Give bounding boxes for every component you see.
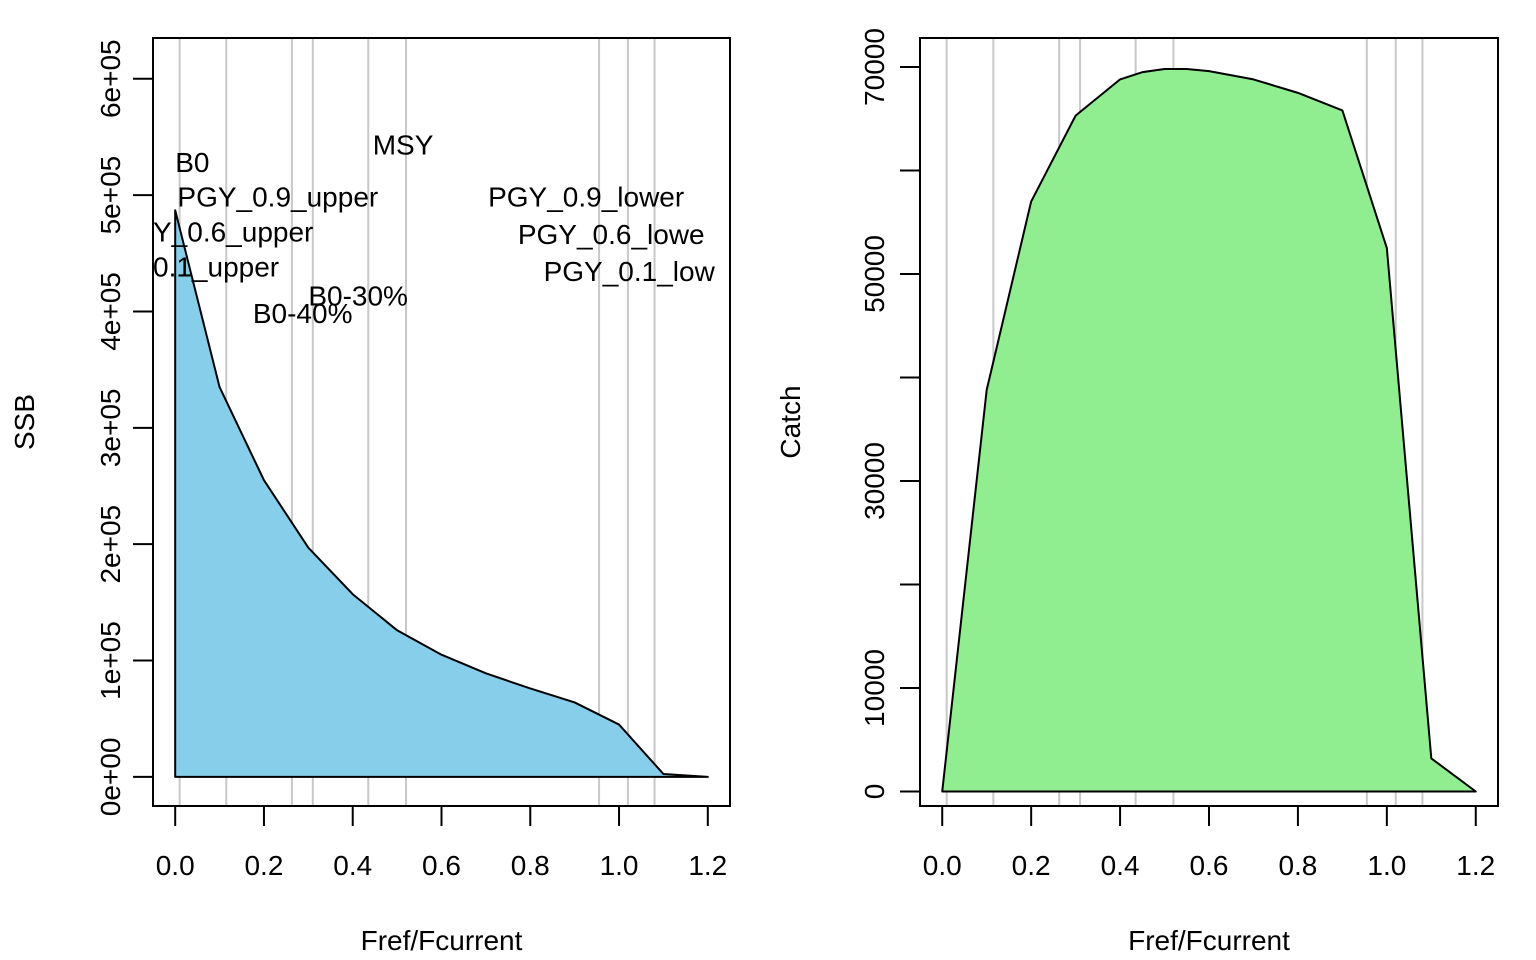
x-tick-label: 1.0 <box>1367 850 1406 881</box>
data-point <box>618 724 620 726</box>
data-point <box>1208 70 1210 72</box>
x-tick-label: 1.2 <box>688 850 727 881</box>
data-point <box>1030 201 1032 203</box>
data-point <box>1075 115 1077 117</box>
data-point <box>1341 109 1343 111</box>
ref-label: PGY_0.9_lower <box>488 182 684 213</box>
y-tick-label: 70000 <box>859 28 890 106</box>
y-tick-label: 50000 <box>859 235 890 313</box>
data-point <box>352 593 354 595</box>
data-point <box>1164 68 1166 70</box>
x-tick-label: 0.4 <box>1101 850 1140 881</box>
x-tick-label: 0.2 <box>1012 850 1051 881</box>
x-tick-label: 0.0 <box>923 850 962 881</box>
data-point <box>574 701 576 703</box>
x-axis-title: Fref/Fcurrent <box>361 925 523 956</box>
ref-label: B0-30% <box>308 281 408 312</box>
x-tick-label: 1.2 <box>1456 850 1495 881</box>
ref-label: MSY <box>373 129 434 160</box>
x-tick-label: 0.0 <box>156 850 195 881</box>
y-tick-label: 2e+05 <box>95 505 126 584</box>
data-point <box>986 389 988 391</box>
data-point <box>441 654 442 656</box>
ref-label-group: B0 PGY_0.9_upper Y_0.6_upper 0.1_upper B0-30… <box>153 129 716 329</box>
data-point <box>485 672 487 674</box>
ref-label: 0.1_upper <box>153 252 279 283</box>
y-tick-label: 6e+05 <box>95 39 126 118</box>
data-point <box>662 773 664 775</box>
catch-panel: 0.0 0.2 0.4 0.6 0.8 1.0 1.2 0 10000 30000 50000 700… <box>775 28 1499 956</box>
y-tick-label: 1e+05 <box>95 621 126 700</box>
ref-label: B0-40% <box>253 298 353 329</box>
x-tick-label: 0.8 <box>511 850 550 881</box>
x-tick-label: 0.4 <box>333 850 372 881</box>
ref-label: PGY_0.1_low <box>544 256 716 287</box>
ssb-panel: 0.0 0.2 0.4 0.6 0.8 1.0 1.2 0e+00 1e+05 2e+05 3e+0… <box>9 37 731 956</box>
x-tick-label: 0.6 <box>1190 850 1229 881</box>
data-point <box>1475 791 1477 793</box>
x-tick-label: 0.6 <box>422 850 461 881</box>
x-tick-label: 0.2 <box>244 850 283 881</box>
data-point <box>707 776 709 778</box>
data-point <box>263 479 265 481</box>
y-tick-label: 0 <box>859 784 890 800</box>
area-fill <box>941 68 1477 793</box>
y-axis-title: SSB <box>9 394 40 450</box>
data-point <box>1119 78 1121 80</box>
ref-label: B0 <box>175 147 209 178</box>
y-tick-label: 4e+05 <box>95 272 126 351</box>
y-tick-label: 5e+05 <box>95 156 126 235</box>
data-point <box>1386 247 1388 249</box>
y-tick-label: 30000 <box>859 442 890 520</box>
data-point <box>1252 78 1254 80</box>
data-point <box>941 791 943 793</box>
x-axis-title: Fref/Fcurrent <box>1128 925 1290 956</box>
data-point <box>219 386 221 388</box>
y-tick-label: 10000 <box>859 649 890 727</box>
ref-label: PGY_0.9_upper <box>177 182 378 213</box>
x-tick-label: 0.8 <box>1278 850 1317 881</box>
y-axis-title: Catch <box>775 385 806 458</box>
data-point <box>307 547 309 549</box>
data-point <box>396 629 398 631</box>
y-tick-label: 3e+05 <box>95 388 126 467</box>
data-point <box>529 687 531 689</box>
ref-label: PGY_0.6_lowe <box>518 219 705 250</box>
data-point <box>174 209 176 211</box>
y-tick-label: 0e+00 <box>95 738 126 817</box>
ref-label: Y_0.6_upper <box>153 217 313 248</box>
x-tick-label: 1.0 <box>600 850 639 881</box>
data-point <box>1297 92 1299 94</box>
data-point <box>1141 71 1143 73</box>
data-point <box>1430 757 1432 759</box>
data-point <box>1186 68 1188 70</box>
